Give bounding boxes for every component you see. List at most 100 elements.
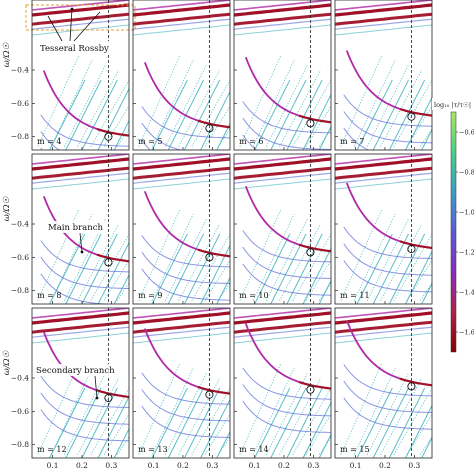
rossby-curve — [133, 178, 230, 190]
mode-line — [421, 128, 432, 150]
rossby-curve — [234, 0, 331, 11]
main-branch-dark — [399, 377, 432, 387]
mode-line — [97, 87, 129, 150]
ridge-line — [279, 377, 322, 455]
main-branch-dark — [96, 389, 129, 398]
rossby-curve — [133, 172, 230, 184]
rossby-curve — [32, 178, 129, 190]
panel-frame — [233, 307, 332, 459]
rossby-curve — [234, 320, 331, 334]
rossby-curve — [32, 311, 129, 325]
main-branch-dark — [399, 240, 432, 249]
rossby-curve — [133, 320, 230, 334]
panel-label: m = 7 — [340, 137, 364, 146]
marker-circle — [306, 248, 315, 257]
mode-line — [254, 79, 291, 150]
blue-branch — [343, 94, 432, 127]
blue-branch — [343, 260, 432, 293]
blue-branch — [242, 367, 331, 400]
rossby-curve — [234, 172, 331, 184]
mode-line — [254, 233, 291, 304]
main-branch — [345, 50, 411, 113]
marker-circle — [104, 393, 113, 403]
mode-line — [49, 79, 86, 150]
blue-branch — [40, 240, 129, 273]
mode-line — [356, 387, 393, 458]
panel-label: m = 15 — [340, 445, 370, 454]
main-annotation: Main branch — [48, 223, 103, 233]
ridge-line — [366, 218, 409, 301]
ridge-line — [77, 69, 120, 147]
main-branch — [42, 70, 108, 133]
rossby-curve — [133, 157, 230, 171]
marker-circle — [407, 112, 416, 121]
y-tick-label: −0.8 — [11, 440, 29, 449]
panel-frame — [31, 0, 130, 151]
panel-m14: 0.1 0.2 0.3 m = 14 — [233, 307, 332, 470]
blue-branch — [141, 268, 230, 301]
panel-label: m = 9 — [138, 291, 162, 300]
blue-branch — [141, 235, 230, 268]
ridge-line — [252, 213, 295, 301]
x-tick-label: 0.1 — [249, 461, 261, 470]
marker-circle — [407, 382, 416, 391]
mode-line — [81, 79, 118, 150]
blue-branch — [141, 389, 230, 422]
mode-line — [113, 427, 129, 458]
mode-line — [372, 233, 409, 304]
panel-label: m = 10 — [239, 291, 269, 300]
colorbar-tick-label: −0.6 — [459, 128, 474, 136]
main-branch-dark — [399, 107, 432, 117]
mode-line — [183, 387, 221, 458]
annotation-backdrop — [34, 364, 118, 376]
marker-circle — [306, 385, 315, 394]
mode-line — [405, 404, 432, 458]
rossby-curve — [133, 0, 230, 11]
colorbar-tick-label: −1.6 — [459, 328, 474, 336]
mode-line — [97, 395, 129, 458]
mode-line — [65, 233, 102, 304]
blue-branch — [40, 273, 111, 304]
panel-label: m = 11 — [340, 291, 370, 300]
rossby-curve — [335, 311, 432, 325]
mode-line — [200, 244, 230, 304]
secondary-annotation-arrow — [94, 375, 98, 399]
rossby-curve — [335, 157, 432, 171]
colorbar-tick-label: −1.0 — [459, 208, 474, 216]
blue-branch — [242, 101, 331, 134]
mode-line — [270, 79, 307, 150]
tesseral-annotation-arrow-2 — [73, 11, 101, 42]
rossby-curve — [234, 308, 331, 319]
ridge-line — [252, 59, 295, 147]
panel-frame — [233, 0, 332, 151]
ridge-line — [265, 64, 308, 147]
rossby-curve — [32, 3, 129, 17]
y-tick-label: −0.8 — [11, 286, 29, 295]
panel-grid: −0.4 −0.6 −0.8 m = 4 m = 5 m = 6 m = 7 −0.4 −0.6… — [11, 0, 433, 470]
rossby-curve — [133, 3, 230, 17]
mode-line — [286, 79, 323, 150]
y-tick-label: −0.4 — [11, 66, 29, 75]
rossby-curve — [335, 308, 432, 319]
rossby-curve — [335, 326, 432, 338]
rossby-curve — [32, 157, 129, 171]
rossby-curve — [335, 24, 432, 36]
ridge-line — [164, 218, 207, 301]
panel-label: m = 8 — [37, 291, 61, 300]
mode-line — [372, 387, 409, 458]
main-branch — [244, 185, 310, 249]
ridge-line — [178, 223, 221, 301]
panel-m15: 0.1 0.2 0.3 m = 15 — [334, 307, 433, 470]
blue-branch — [141, 405, 230, 438]
panel-m10: m = 10 — [233, 153, 332, 305]
ridge-line — [419, 282, 432, 301]
rossby-curve — [32, 12, 129, 26]
mode-line — [200, 398, 230, 458]
blue-branch — [343, 226, 432, 259]
panel-frame — [132, 307, 231, 459]
blue-branch — [40, 131, 61, 150]
ridge-line — [366, 64, 409, 147]
mode-line — [388, 387, 426, 458]
ridge-line — [292, 387, 331, 455]
blue-branch — [343, 243, 432, 276]
